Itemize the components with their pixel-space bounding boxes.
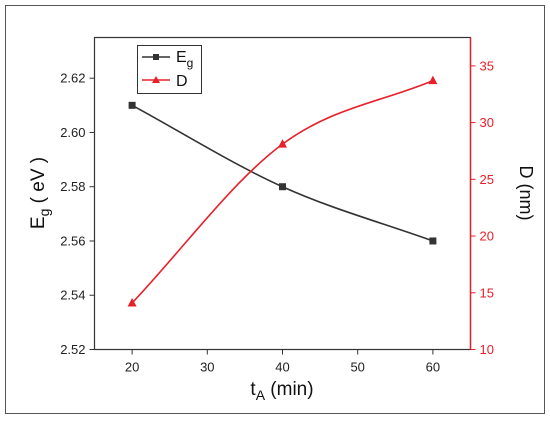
left-tick-label: 2.56 (60, 233, 85, 248)
legend-label-eg-main: E (176, 49, 187, 66)
left-axis-label: Eg ( eV ) (28, 157, 52, 229)
left-axis-label-main: E (28, 216, 49, 229)
legend-marker-eg (153, 54, 159, 60)
x-tick-label: 30 (200, 360, 214, 375)
left-tick-label: 2.62 (60, 71, 85, 86)
left-tick-label: 2.60 (60, 125, 85, 140)
left-tick-label: 2.58 (60, 179, 85, 194)
right-tick-label: 10 (480, 342, 494, 357)
data-point-eg (279, 183, 286, 191)
right-tick-label: 30 (480, 115, 494, 130)
legend: Eg D (137, 45, 202, 94)
data-point-d (428, 75, 438, 85)
x-axis-label-rest: (min) (265, 379, 314, 400)
x-tick-label: 20 (125, 360, 139, 375)
right-tick-label: 20 (480, 229, 494, 244)
legend-box (137, 45, 202, 94)
right-axis-label: D (nm) (516, 166, 536, 221)
right-tick-label: 15 (480, 285, 494, 300)
left-axis-label-sub: g (36, 209, 52, 217)
x-tick-label: 50 (350, 360, 364, 375)
data-point-eg (128, 101, 136, 109)
left-axis-label-rest: ( eV ) (28, 157, 49, 209)
legend-label-eg: Eg (176, 49, 193, 70)
data-point-d (278, 139, 287, 148)
x-axis-label-sub: A (256, 387, 266, 403)
left-axis-ticks: 2.52 2.54 2.56 2.58 2.60 2.62 (60, 71, 95, 357)
data-point-eg (429, 237, 437, 245)
x-axis-label: tA (min) (250, 379, 313, 403)
left-tick-label: 2.54 (60, 288, 85, 303)
right-tick-label: 35 (480, 58, 494, 73)
right-tick-label: 25 (480, 172, 494, 187)
legend-label-d: D (176, 73, 188, 90)
x-axis-ticks: 20 30 40 50 60 (125, 349, 440, 375)
right-axis-ticks: 10 15 20 25 30 35 (470, 58, 494, 357)
x-tick-label: 60 (426, 360, 440, 375)
x-axis-label-main: t (250, 379, 256, 400)
legend-marker-d (152, 76, 160, 83)
legend-label-eg-sub: g (187, 56, 194, 70)
x-tick-label: 40 (275, 360, 289, 375)
figure-border (5, 5, 545, 414)
series-layer (127, 75, 438, 307)
data-point-d (127, 297, 137, 307)
left-tick-label: 2.52 (60, 342, 85, 357)
